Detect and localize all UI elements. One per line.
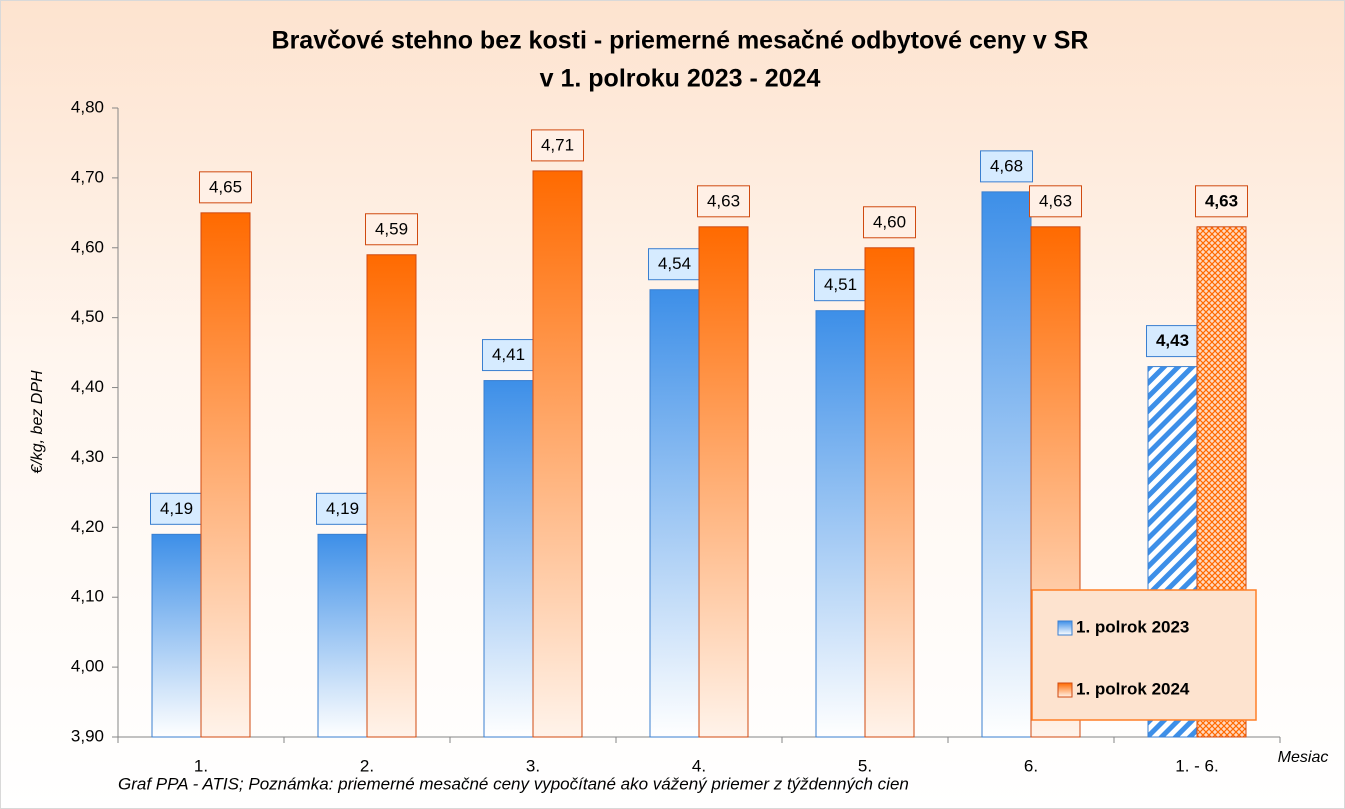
- x-tick-label: 3.: [526, 756, 540, 775]
- value-label-box: [863, 206, 916, 239]
- value-label-box: [199, 171, 252, 204]
- bar: [366, 254, 417, 738]
- value-label: 4,63: [1205, 191, 1238, 210]
- x-tick-label: 6.: [1024, 756, 1038, 775]
- x-tick-label: 2.: [360, 756, 374, 775]
- bar: [698, 226, 749, 738]
- bar: [815, 310, 866, 738]
- chart-title: Bravčové stehno bez kosti - priemerné me…: [272, 27, 1089, 55]
- x-axis-label: Mesiac: [1278, 749, 1329, 766]
- bar: [864, 247, 915, 738]
- value-label-box: [648, 248, 701, 281]
- value-label: 4,54: [658, 254, 691, 273]
- value-label-box: [482, 339, 535, 372]
- y-axis-label: €/kg, bez DPH: [29, 370, 46, 474]
- legend-swatch: [1057, 682, 1073, 698]
- value-label: 4,68: [990, 156, 1023, 175]
- value-label: 4,59: [375, 219, 408, 238]
- x-tick-label: 1.: [194, 756, 208, 775]
- legend-box: [1031, 589, 1257, 721]
- y-tick-label: 4,00: [71, 657, 104, 676]
- y-tick-label: 4,70: [71, 167, 104, 186]
- value-label-box: [150, 492, 203, 525]
- legend-swatch: [1057, 620, 1073, 636]
- value-label: 4,19: [326, 499, 359, 518]
- x-tick-label: 4.: [692, 756, 706, 775]
- value-label-box: [1146, 325, 1199, 358]
- footnote: Graf PPA - ATIS; Poznámka: priemerné mes…: [118, 774, 909, 793]
- bar: [532, 170, 583, 738]
- value-label-box: [980, 150, 1033, 183]
- value-label: 4,19: [160, 499, 193, 518]
- value-label: 4,41: [492, 345, 525, 364]
- bar: [649, 289, 700, 738]
- y-tick-label: 4,50: [71, 307, 104, 326]
- y-tick-label: 4,80: [71, 97, 104, 116]
- value-label-box: [1029, 185, 1082, 218]
- bar: [151, 533, 202, 738]
- y-tick-label: 4,60: [71, 237, 104, 256]
- x-tick-label: 1. - 6.: [1175, 756, 1218, 775]
- value-label-box: [365, 213, 418, 246]
- value-label-box: [814, 269, 867, 302]
- y-tick-label: 4,10: [71, 587, 104, 606]
- value-label-box: [697, 185, 750, 218]
- value-label: 4,43: [1156, 331, 1189, 350]
- bar: [483, 380, 534, 738]
- chart-title: v 1. polroku 2023 - 2024: [540, 65, 821, 93]
- value-label: 4,63: [1039, 191, 1072, 210]
- value-label: 4,71: [541, 135, 574, 154]
- value-label: 4,51: [824, 275, 857, 294]
- bar: [317, 533, 368, 738]
- legend-label: 1. polrok 2023: [1076, 617, 1189, 636]
- value-label: 4,63: [707, 191, 740, 210]
- y-tick-label: 4,20: [71, 517, 104, 536]
- value-label: 4,60: [873, 212, 906, 231]
- y-tick-label: 3,90: [71, 726, 104, 745]
- legend-label: 1. polrok 2024: [1076, 679, 1190, 698]
- bar: [200, 212, 251, 738]
- y-tick-label: 4,30: [71, 447, 104, 466]
- y-tick-label: 4,40: [71, 377, 104, 396]
- value-label-box: [531, 129, 584, 162]
- bar: [981, 191, 1032, 738]
- value-label: 4,65: [209, 177, 242, 196]
- value-label-box: [1195, 185, 1248, 218]
- x-tick-label: 5.: [858, 756, 872, 775]
